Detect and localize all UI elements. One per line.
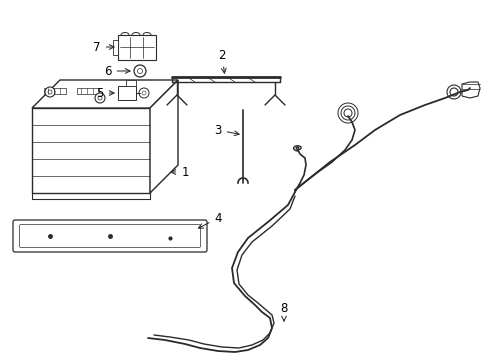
FancyBboxPatch shape <box>20 225 200 248</box>
Text: 7: 7 <box>93 41 114 54</box>
Text: 5: 5 <box>96 86 114 99</box>
Circle shape <box>142 91 146 95</box>
Polygon shape <box>461 82 479 98</box>
Circle shape <box>134 65 146 77</box>
Polygon shape <box>44 88 66 94</box>
Text: 3: 3 <box>214 123 239 136</box>
Polygon shape <box>150 80 178 193</box>
Polygon shape <box>113 40 118 55</box>
Text: 8: 8 <box>280 302 287 321</box>
Circle shape <box>139 88 149 98</box>
Polygon shape <box>32 108 150 193</box>
Polygon shape <box>118 35 156 60</box>
Text: 4: 4 <box>198 212 221 228</box>
Text: 6: 6 <box>104 64 130 77</box>
FancyBboxPatch shape <box>13 220 206 252</box>
Circle shape <box>48 90 52 94</box>
Polygon shape <box>77 88 99 94</box>
Circle shape <box>137 68 142 73</box>
Polygon shape <box>118 86 136 100</box>
Circle shape <box>98 96 102 100</box>
Text: 1: 1 <box>171 166 188 179</box>
Polygon shape <box>32 80 178 108</box>
Polygon shape <box>126 80 136 86</box>
Circle shape <box>95 93 105 103</box>
Circle shape <box>45 87 55 97</box>
Text: 2: 2 <box>218 49 226 73</box>
